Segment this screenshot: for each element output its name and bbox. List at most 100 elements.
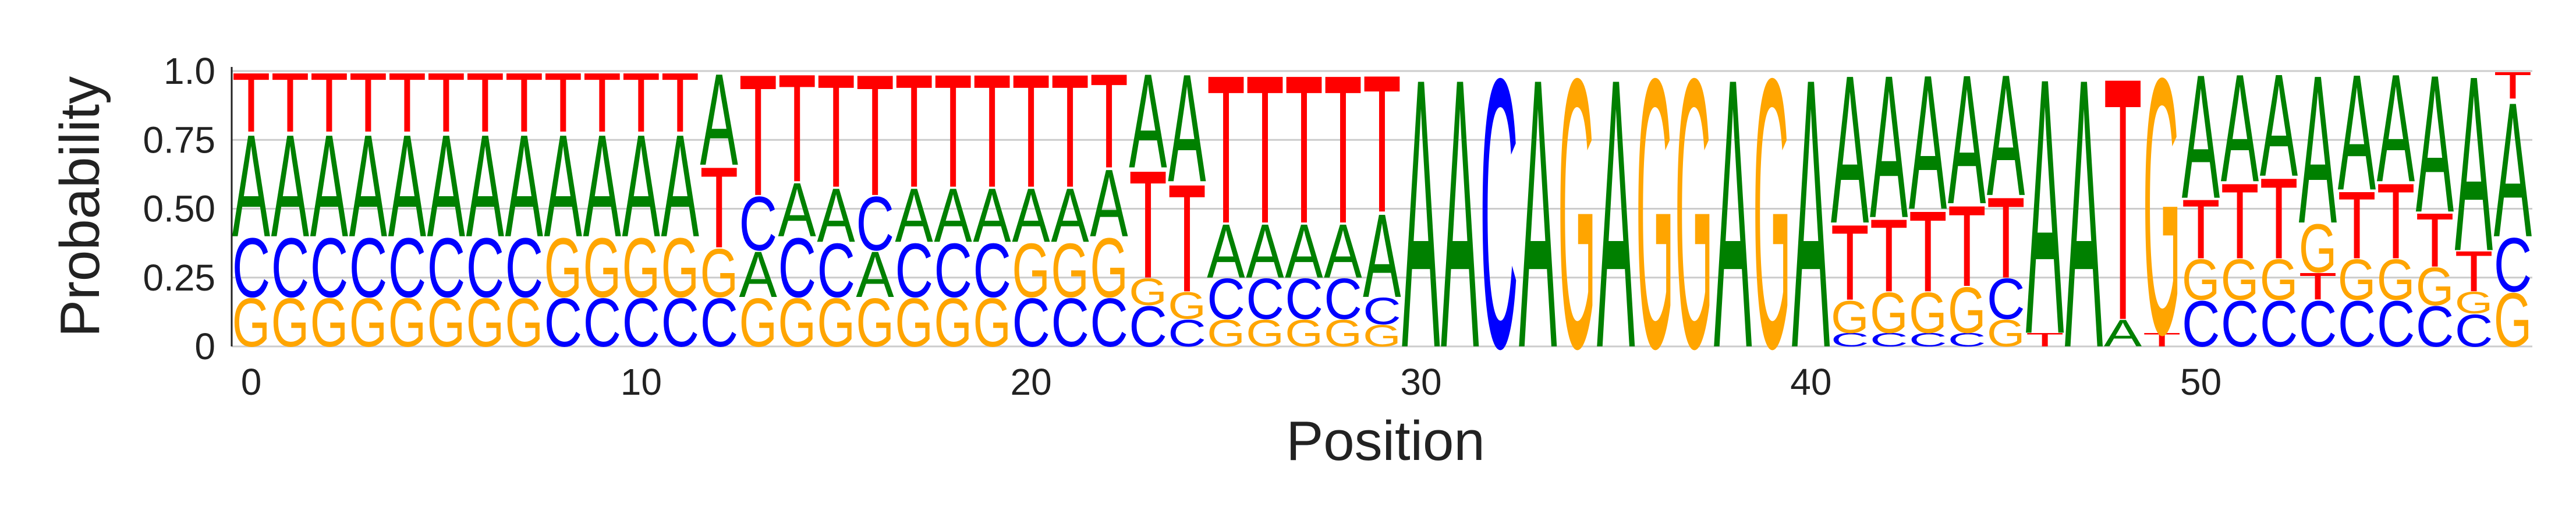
logo-letter-G: G — [2182, 247, 2220, 312]
logo-letter-A: A — [466, 105, 504, 268]
logo-letter-T: T — [1207, 31, 1245, 268]
logo-letter-T: T — [2026, 329, 2064, 350]
logo-letter-T: T — [466, 55, 505, 150]
logo-letter-T: T — [895, 41, 933, 221]
logo-letter-T: T — [310, 55, 349, 150]
y-axis-ticks: 0 0.25 0.50 0.75 1.0 — [143, 50, 215, 367]
logo-letter-G: G — [1324, 312, 1362, 355]
logo-letter-C: C — [817, 228, 855, 314]
logo-letter-A: A — [934, 172, 972, 259]
logo-letter-T: T — [2260, 154, 2298, 283]
logo-letter-C: C — [271, 220, 310, 315]
logo-letter-T: T — [2221, 161, 2259, 282]
logo-letter-G: G — [700, 235, 738, 312]
logo-letter-G: G — [817, 284, 855, 362]
x-tick-label: 30 — [1400, 361, 1441, 403]
logo-letter-C: C — [2338, 288, 2376, 360]
logo-letter-T: T — [1909, 187, 1947, 316]
logo-letter-A: A — [2026, 2, 2064, 410]
logo-letter-T: T — [2182, 182, 2220, 277]
logo-letter-T: T — [661, 55, 699, 150]
logo-letter-C: C — [895, 228, 933, 314]
logo-letter-G: G — [1207, 312, 1245, 355]
logo-letter-T: T — [1948, 182, 1986, 310]
logo-letter-C: C — [466, 220, 505, 315]
logo-letter-G: G — [2143, 2, 2181, 410]
logo-letter-C: C — [856, 181, 894, 267]
logo-letter-A: A — [1012, 172, 1050, 259]
logo-letter-A: A — [1831, 31, 1869, 268]
logo-letter-T: T — [973, 41, 1011, 221]
logo-letter-T: T — [1324, 31, 1362, 268]
logo-letter-A: A — [349, 105, 387, 268]
logo-letter-T: T — [2338, 171, 2376, 279]
logo-letter-T: T — [2104, 5, 2142, 392]
logo-letter-T: T — [232, 55, 271, 150]
logo-letter-A: A — [1519, 0, 1557, 429]
logo-letter-A: A — [1129, 45, 1167, 196]
logo-letter-G: G — [1831, 292, 1869, 343]
logo-letter-T: T — [505, 55, 544, 150]
logo-letter-C: C — [1363, 289, 1401, 332]
logo-letter-A: A — [2338, 41, 2376, 225]
logo-letter-T: T — [739, 40, 777, 232]
y-tick-label: 0.25 — [143, 257, 215, 299]
logo-letter-G: G — [1636, 0, 1674, 428]
logo-letter-A: A — [1597, 0, 1635, 429]
logo-letter-C: C — [505, 220, 544, 315]
logo-letter-A: A — [700, 46, 738, 192]
logo-letter-A: A — [973, 172, 1011, 259]
logo-letter-C: C — [739, 181, 777, 267]
logo-letter-A: A — [2260, 44, 2298, 207]
logo-letter-G: G — [778, 284, 816, 362]
grid-lines — [232, 70, 2532, 348]
logo-letter-A: A — [1948, 37, 1986, 243]
logo-letter-A: A — [856, 239, 894, 311]
logo-letter-C: C — [1051, 284, 1089, 362]
logo-letter-T: T — [1831, 203, 1869, 323]
logo-letter-G: G — [232, 284, 271, 362]
logo-letter-C: C — [2494, 222, 2532, 309]
logo-letter-A: A — [895, 172, 933, 259]
logo-letter-A: A — [2494, 62, 2532, 277]
logo-letter-T: T — [2299, 265, 2337, 308]
logo-letter-C: C — [1168, 311, 1206, 355]
logo-letter-A: A — [1246, 208, 1284, 294]
logo-letter-T: T — [817, 41, 855, 221]
logo-letter-C: C — [1948, 330, 1986, 351]
logo-letter-C: C — [1090, 284, 1128, 362]
logo-letter-G: G — [2260, 247, 2298, 312]
logo-letter-C: C — [2182, 288, 2220, 360]
logo-letter-T: T — [934, 41, 972, 221]
logo-letter-C: C — [1324, 267, 1362, 331]
logo-letter-C: C — [2260, 288, 2298, 360]
logo-letter-T: T — [1870, 198, 1908, 314]
logo-letter-T: T — [583, 55, 622, 150]
logo-letter-A: A — [1324, 208, 1362, 294]
logo-letter-G: G — [388, 284, 427, 362]
logo-letter-G: G — [466, 284, 505, 362]
logo-letter-A: A — [2182, 38, 2220, 235]
logo-letter-G: G — [2221, 247, 2259, 312]
logo-letter-A: A — [1714, 0, 1752, 429]
logo-letter-T: T — [1012, 41, 1050, 221]
logo-letter-T: T — [856, 40, 894, 232]
logo-letter-C: C — [232, 220, 271, 315]
logo-letter-G: G — [973, 284, 1011, 362]
logo-letter-A: A — [505, 105, 543, 268]
x-tick-label: 10 — [621, 361, 662, 403]
logo-letter-C: C — [1831, 330, 1869, 351]
logo-letter-C: C — [1870, 330, 1908, 351]
logo-letter-T: T — [1168, 152, 1206, 324]
logo-letter-A: A — [1909, 34, 1947, 250]
logo-letter-G: G — [427, 284, 466, 362]
x-axis-label: Position — [1286, 410, 1485, 472]
logo-letter-A: A — [388, 105, 426, 268]
logo-letter-G: G — [1090, 221, 1128, 316]
y-tick-label: 0.50 — [143, 188, 215, 230]
logo-letter-C: C — [427, 220, 466, 315]
logo-letter-T: T — [1129, 138, 1167, 310]
logo-letter-C: C — [778, 220, 816, 315]
y-tick-label: 1.0 — [164, 50, 215, 92]
logo-letter-T: T — [1987, 174, 2025, 302]
